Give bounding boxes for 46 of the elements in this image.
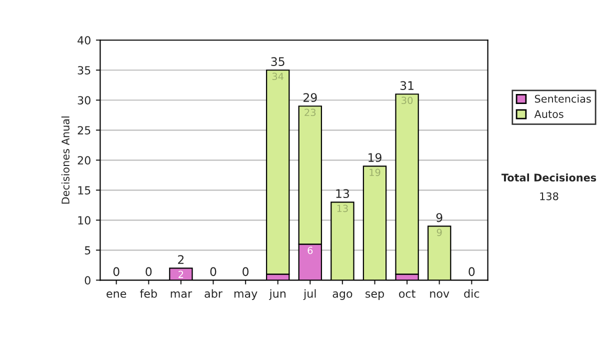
data-label: 2 xyxy=(178,270,184,278)
total-label: 2 xyxy=(178,255,184,264)
y-tick-label: 20 xyxy=(78,156,90,165)
x-tick-label: sep xyxy=(366,291,384,300)
x-tick-label: oct xyxy=(399,290,416,298)
y-tick-label: 10 xyxy=(78,216,90,225)
total-label: 35 xyxy=(271,57,284,66)
y-tick-label: 40 xyxy=(78,36,90,44)
y-tick-label: 5 xyxy=(84,246,90,255)
x-tick-label: dic xyxy=(464,289,480,298)
total-label: 31 xyxy=(400,81,414,90)
total-label: 0 xyxy=(242,267,249,276)
x-tick-label: mar xyxy=(170,291,192,298)
x-tick-label: jul xyxy=(303,289,316,300)
y-tick-label: 35 xyxy=(78,66,90,75)
total-label: 13 xyxy=(336,189,350,198)
y-tick-label: 30 xyxy=(78,96,90,105)
total-label: 0 xyxy=(210,267,216,276)
total-label: 0 xyxy=(113,267,120,276)
data-label: 30 xyxy=(402,96,413,104)
text: Total Decisiones xyxy=(501,173,596,182)
text: 138 xyxy=(540,192,558,200)
data-label: 13 xyxy=(337,204,348,212)
data-label: 19 xyxy=(370,168,380,176)
total-label: 9 xyxy=(436,213,442,222)
legend-label: Autos xyxy=(534,110,564,118)
y-tick-label: 0 xyxy=(84,276,90,285)
y-tick-label: 15 xyxy=(78,186,90,195)
data-label: 6 xyxy=(308,246,313,254)
x-tick-label: nov xyxy=(430,291,450,298)
x-tick-label: may xyxy=(234,291,258,300)
y-tick-label: 25 xyxy=(78,126,90,135)
total-label: 29 xyxy=(304,93,317,102)
total-label: 0 xyxy=(468,267,475,276)
x-tick-label: ene xyxy=(106,291,126,298)
data-label: 23 xyxy=(304,108,316,116)
data-label: 9 xyxy=(436,228,442,236)
x-tick-label: jun xyxy=(269,289,286,300)
x-tick-label: ago xyxy=(332,291,352,300)
x-tick-label: feb xyxy=(140,289,157,298)
total-label: 19 xyxy=(368,153,382,162)
legend-label: Sentencias xyxy=(534,94,591,103)
total-label: 0 xyxy=(146,267,152,276)
x-tick-label: abr xyxy=(204,289,222,298)
data-label: 34 xyxy=(272,72,284,80)
y-axis-title: Decisiones Anual xyxy=(61,116,70,204)
